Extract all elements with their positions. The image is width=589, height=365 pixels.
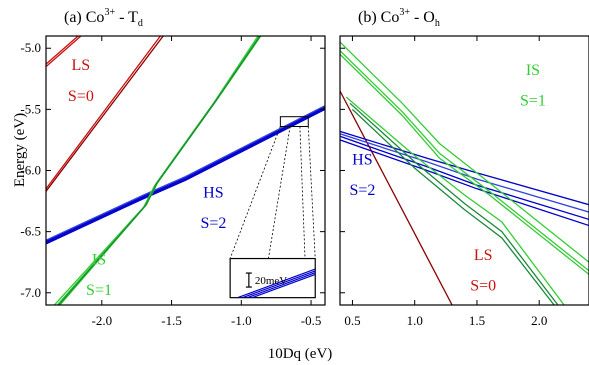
inset-scale-label: 20meV [255,275,287,287]
series-line-1 [340,130,589,206]
series-line-7 [46,105,325,241]
annotation-s-0: S=0 [470,277,496,294]
series-line-0 [340,90,453,305]
series-line-8 [345,96,565,305]
annotation-s-2: S=2 [200,215,226,232]
panel-title: (a) Co3+ - Td [64,7,143,29]
annotation-ls: LS [72,57,91,74]
series-line-5 [340,41,589,263]
y-tick-label: -5.5 [20,101,41,116]
panel-b: 0.5 1.0 1.5 2.0 (b) Co3+ - Oh IS S=1 HS S=2 LS S=0 [339,7,589,328]
zoom-source-box [279,116,309,127]
series-line-7 [340,53,589,275]
x-tick-label: 2.0 [531,313,547,328]
series-line-11 [58,36,261,305]
inset-hs-line [235,268,316,298]
annotation-ls: LS [474,247,493,264]
x-tick-label: 0.5 [344,313,360,328]
series-line-2 [340,135,589,221]
series-line-9 [56,36,260,305]
inset-hs-line [250,273,316,298]
panel-a: -2.0 -1.5 -1.0 -0.5 -5.0 -5.5 -6.0 -6.5 -7.0 (a) … [20,7,326,328]
zoom-connector [299,126,306,259]
series-line-3 [340,139,589,227]
x-tick-label: 1.5 [469,313,485,328]
y-tick-label: -5.0 [20,40,41,55]
series-group [46,36,325,305]
panels: -2.0 -1.5 -1.0 -0.5 -5.0 -5.5 -6.0 -6.5 -7.0 (a) … [20,7,589,328]
y-tick-label: -6.5 [20,224,41,239]
annotation-s-0: S=0 [68,88,94,105]
series-line-9 [349,102,559,305]
inset-hs-line [240,270,316,298]
series-line-8 [53,36,259,305]
annotation-is: IS [526,62,540,79]
series-line-0 [46,36,82,68]
x-tick-label: -0.5 [301,313,322,328]
inset-lines [235,268,316,298]
zoom-connector [268,126,291,259]
series-line-4 [46,108,325,245]
series-line-10 [351,108,555,305]
x-tick-label: -2.0 [92,313,113,328]
series-line-4 [340,133,589,213]
annotation-hs: HS [352,151,372,168]
zoom-connector [229,126,281,259]
zoom-connector [307,126,316,259]
panel-title: (b) Co3+ - Oh [358,7,440,29]
x-tick-label: 1.0 [407,313,423,328]
x-tick-label: -1.5 [161,313,182,328]
annotation-s-1: S=1 [520,93,546,110]
x-axis-label: 10Dq (eV) [268,346,333,362]
series-line-1 [46,36,79,65]
y-tick-label: -7.0 [20,285,41,300]
series-line-2 [46,36,164,192]
series-line-3 [46,36,161,190]
y-tick-label: -6.0 [20,163,41,178]
annotation-s-1: S=1 [86,282,112,299]
series-line-5 [46,107,325,244]
series-group [340,41,589,305]
series-line-6 [46,106,325,242]
y-axis-label: Energy (eV) [12,113,28,187]
annotation-is: IS [92,252,106,269]
x-tick-label: -1.0 [231,313,252,328]
plot-frame [339,35,589,306]
annotation-s-2: S=2 [349,182,375,199]
annotation-hs: HS [203,184,223,201]
inset-hs-line [245,272,316,298]
series-line-6 [340,50,589,272]
